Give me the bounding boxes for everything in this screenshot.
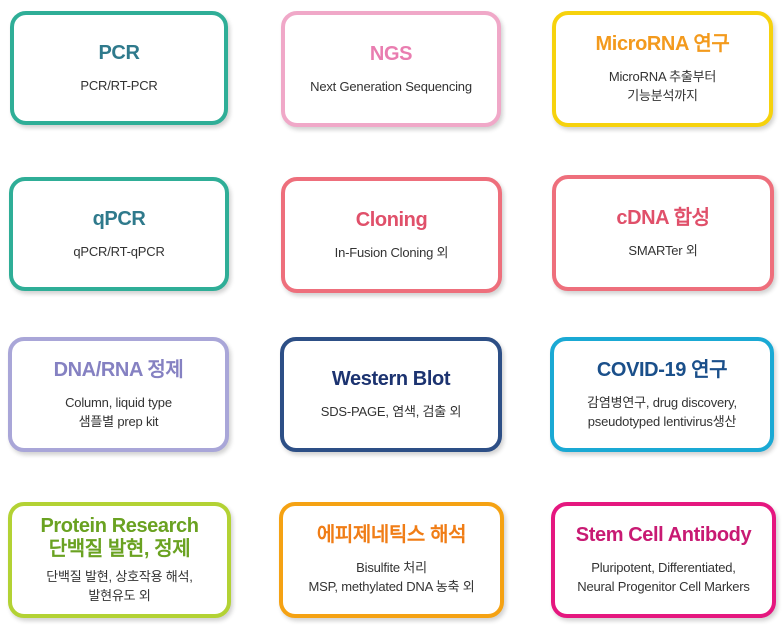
card-description-line: MicroRNA 추출부터 <box>608 69 717 84</box>
card-description-line: qPCR/RT-qPCR <box>73 243 165 259</box>
card-description-line: SMARTer 외 <box>628 242 698 258</box>
card-description-line: Column, liquid type <box>65 394 172 410</box>
card-description-line: pseudotyped lentivirus생산 <box>587 413 737 429</box>
card-cdna[interactable]: cDNA 합성 SMARTer 외 <box>552 175 774 291</box>
card-description: Column, liquid type 샘플별 prep kit <box>65 393 172 431</box>
card-description-line: 기능분석까지 <box>627 88 698 103</box>
card-description-line: Pluripotent, Differentiated, <box>591 560 736 575</box>
card-description: qPCR/RT-qPCR <box>73 242 164 261</box>
card-description-line: Next Generation Sequencing <box>310 78 472 94</box>
card-description-line: In-Fusion Cloning 외 <box>334 244 449 260</box>
card-description: In-Fusion Cloning 외 <box>335 243 449 262</box>
card-title: MicroRNA 연구 <box>595 33 730 55</box>
card-microrna[interactable]: MicroRNA 연구 MicroRNA 추출부터 기능분석까지 <box>552 11 773 127</box>
card-dna-rna-purification[interactable]: DNA/RNA 정제 Column, liquid type 샘플별 prep … <box>8 337 229 452</box>
card-qpcr[interactable]: qPCR qPCR/RT-qPCR <box>9 177 229 291</box>
card-description: 단백질 발현, 상호작용 해석, 발현유도 외 <box>46 567 193 605</box>
card-ngs[interactable]: NGS Next Generation Sequencing <box>281 11 501 127</box>
card-title: Cloning <box>355 208 428 231</box>
card-protein-research[interactable]: Protein Research 단백질 발현, 정제 단백질 발현, 상호작용… <box>8 502 231 618</box>
card-title: 에피제네틱스 해석 <box>316 524 467 546</box>
card-description-line: 단백질 발현, 상호작용 해석, <box>46 569 193 584</box>
card-description: SMARTer 외 <box>628 241 697 260</box>
card-description-line: Bisulfite 처리 <box>356 560 427 575</box>
card-pcr[interactable]: PCR PCR/RT-PCR <box>10 11 228 125</box>
card-western-blot[interactable]: Western Blot SDS-PAGE, 염색, 검출 외 <box>280 337 502 452</box>
card-description-line: 샘플별 prep kit <box>78 413 159 429</box>
card-description-line: Neural Progenitor Cell Markers <box>577 579 750 594</box>
card-title: PCR <box>98 41 140 64</box>
card-description: Pluripotent, Differentiated, Neural Prog… <box>577 558 750 596</box>
card-epigenetics[interactable]: 에피제네틱스 해석 Bisulfite 처리 MSP, methylated D… <box>279 502 504 618</box>
card-title: Protein Research 단백질 발현, 정제 <box>40 515 199 560</box>
card-description-line: MSP, methylated DNA 농축 외 <box>308 579 475 594</box>
card-description-line: SDS-PAGE, 염색, 검출 외 <box>320 404 462 419</box>
card-description: Next Generation Sequencing <box>310 77 472 96</box>
card-title: Stem Cell Antibody <box>575 524 752 546</box>
card-description-line: PCR/RT-PCR <box>80 77 158 93</box>
card-description-line: 감염병연구, drug discovery, <box>587 394 737 410</box>
card-description-line: 발현유도 외 <box>88 588 151 603</box>
card-title: COVID-19 연구 <box>596 358 728 381</box>
card-title: qPCR <box>92 207 146 230</box>
card-covid19[interactable]: COVID-19 연구 감염병연구, drug discovery, pseud… <box>550 337 774 452</box>
card-description: MicroRNA 추출부터 기능분석까지 <box>608 67 717 105</box>
card-title: NGS <box>369 42 413 65</box>
card-stem-cell-antibody[interactable]: Stem Cell Antibody Pluripotent, Differen… <box>551 502 776 618</box>
card-description: SDS-PAGE, 염색, 검출 외 <box>320 402 462 421</box>
card-title: cDNA 합성 <box>616 206 710 229</box>
card-title: DNA/RNA 정제 <box>53 358 184 381</box>
card-description: Bisulfite 처리 MSP, methylated DNA 농축 외 <box>309 558 475 596</box>
card-title: Western Blot <box>331 368 451 390</box>
card-description: PCR/RT-PCR <box>80 76 157 95</box>
card-description: 감염병연구, drug discovery, pseudotyped lenti… <box>587 393 737 431</box>
card-cloning[interactable]: Cloning In-Fusion Cloning 외 <box>281 177 502 293</box>
